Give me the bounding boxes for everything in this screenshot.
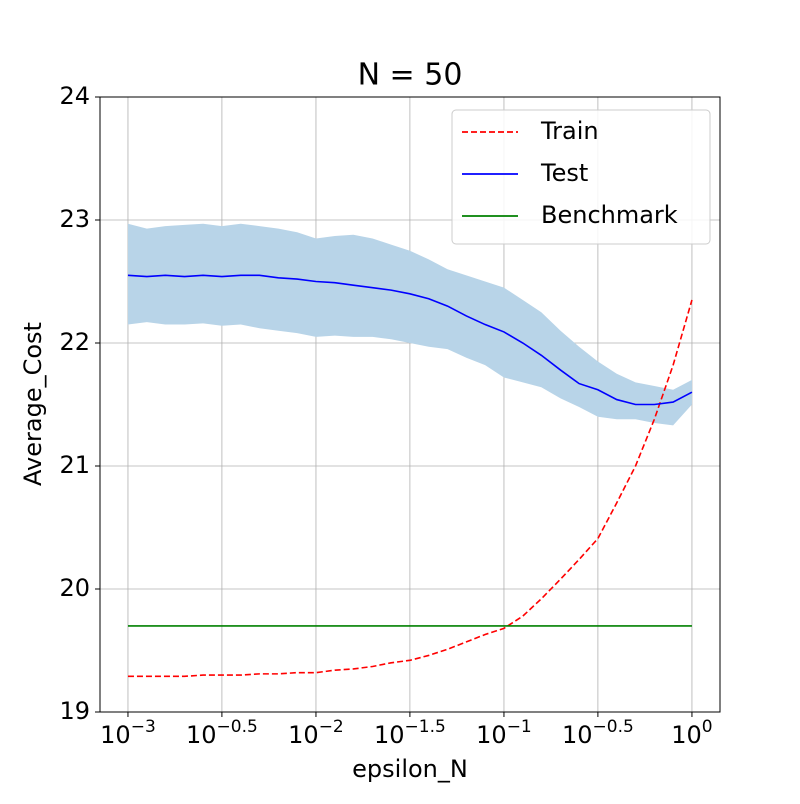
x-tick-label: 100 xyxy=(671,717,712,749)
x-tick-base: 10 xyxy=(100,721,131,749)
legend-label: Test xyxy=(540,159,588,187)
y-tick-label: 20 xyxy=(59,574,90,602)
y-tick-label: 24 xyxy=(59,82,90,110)
x-axis-label: epsilon_N xyxy=(352,755,468,783)
x-tick-exponent: −0.5 xyxy=(217,717,258,737)
plot-frame xyxy=(99,96,721,713)
x-tick-label: 10−3 xyxy=(100,717,156,749)
x-tick-exponent: −2 xyxy=(319,717,344,737)
x-tick-exponent: −0.5 xyxy=(593,717,634,737)
x-tick-label: 10−0.5 xyxy=(562,717,634,749)
y-tick-label: 22 xyxy=(59,328,90,356)
line xyxy=(127,299,693,678)
x-tick-base: 10 xyxy=(288,721,319,749)
x-tick-exponent: −3 xyxy=(131,717,156,737)
x-tick-label: 10−2 xyxy=(288,717,344,749)
x-tick-base: 10 xyxy=(476,721,507,749)
x-tick-exponent: −1 xyxy=(507,717,532,737)
x-tick-label: 10−1.5 xyxy=(374,717,446,749)
legend-label: Benchmark xyxy=(541,201,678,229)
y-axis-label: Average_Cost xyxy=(19,322,47,486)
x-tick-label: 10−1 xyxy=(476,717,532,749)
chart-title: N = 50 xyxy=(358,58,463,93)
x-tick-base: 10 xyxy=(671,721,702,749)
x-tick-exponent: −1.5 xyxy=(405,717,446,737)
legend-label: Train xyxy=(540,117,599,145)
y-tick-label: 23 xyxy=(59,205,90,233)
x-tick-exponent: 0 xyxy=(702,717,713,737)
x-tick-base: 10 xyxy=(186,721,217,749)
y-tick-label: 19 xyxy=(59,697,90,725)
line xyxy=(127,274,693,406)
x-tick-base: 10 xyxy=(562,721,593,749)
x-tick-base: 10 xyxy=(374,721,405,749)
y-tick-label: 21 xyxy=(59,451,90,479)
legend-box xyxy=(451,109,711,245)
confidence-band xyxy=(127,223,692,426)
x-tick-label: 10−0.5 xyxy=(186,717,258,749)
